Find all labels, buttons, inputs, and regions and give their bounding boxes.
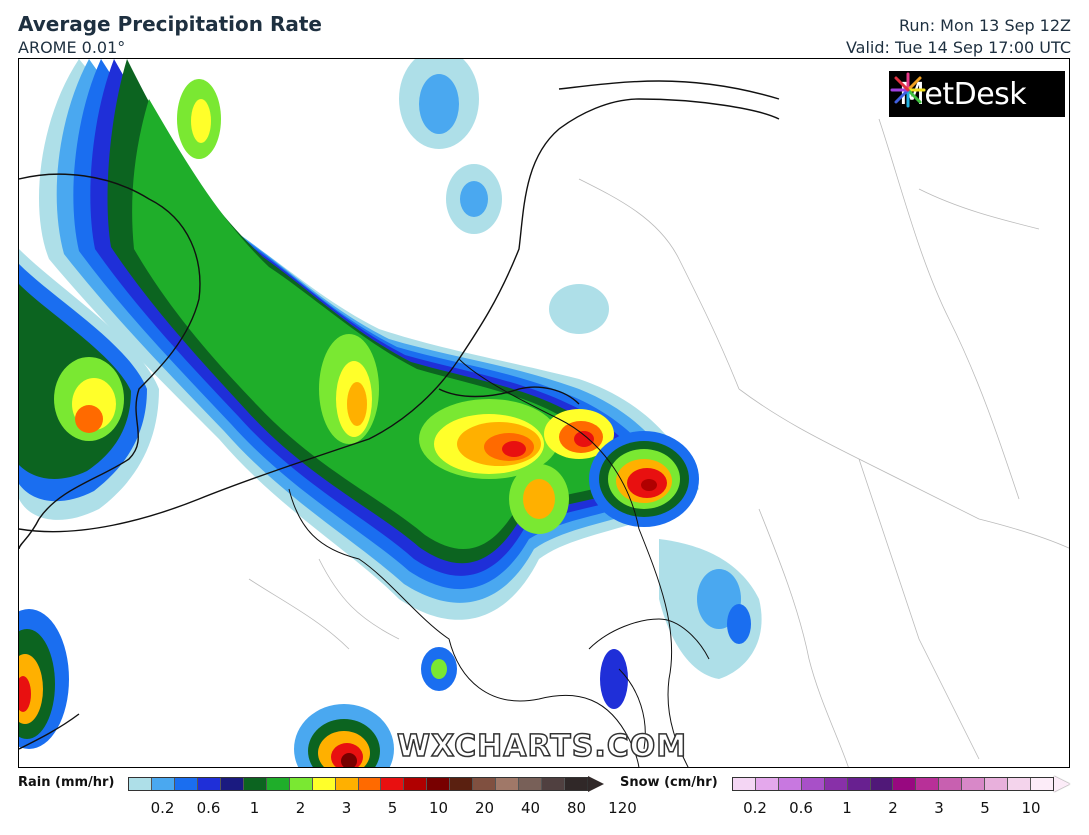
rain-swatch-19: [565, 778, 588, 790]
snow-swatch-13: [1030, 778, 1053, 790]
snow-swatch-10: [962, 778, 986, 790]
country-borders: [288, 358, 710, 767]
rain-swatch-17: [519, 778, 543, 790]
rain-light-southeast: [600, 539, 762, 709]
snow-swatch-12: [1008, 778, 1031, 790]
snow-swatch-9: [939, 778, 963, 790]
snow-tick-label: 10: [1021, 799, 1041, 817]
watermark: WXCHARTS.COM: [396, 728, 688, 765]
snow-scale-arrow: [1054, 776, 1070, 792]
precipitation-layer: [19, 59, 1069, 767]
rain-tick-label: 0.6: [196, 799, 221, 817]
rain-swatch-4: [220, 778, 244, 790]
precipitation-map[interactable]: MetDesk WXCHARTS.COM: [18, 58, 1070, 768]
rain-swatch-14: [450, 778, 474, 790]
snow-legend-label: Snow (cm/hr): [620, 775, 718, 790]
snow-swatch-1: [755, 778, 779, 790]
rain-tick-label: 5: [387, 799, 398, 817]
snow-swatch-5: [847, 778, 871, 790]
rain-swatch-8: [312, 778, 336, 790]
snow-tick-label: 0.6: [789, 799, 813, 817]
metdesk-logo: MetDesk: [889, 71, 1065, 117]
snow-swatch-7: [893, 778, 917, 790]
coastlines: [19, 80, 780, 750]
rain-light-north: [399, 59, 609, 334]
rain-band-west: [19, 249, 159, 520]
rain-swatch-16: [496, 778, 520, 790]
rain-swatch-9: [335, 778, 359, 790]
rain-tick-label: 3: [341, 799, 352, 817]
rain-tick-label: 2: [295, 799, 306, 817]
rain-tick-label: 20: [474, 799, 495, 817]
logo-text: MetDesk: [899, 76, 1027, 112]
starburst-logo-icon: [890, 72, 926, 108]
rain-tick-label: 40: [520, 799, 541, 817]
rain-swatch-11: [381, 778, 405, 790]
rain-tick-label: 120: [608, 799, 637, 817]
rain-swatch-12: [404, 778, 428, 790]
rain-scale-arrow: [588, 776, 604, 792]
rain-swatch-2: [174, 778, 198, 790]
rain-swatch-0: [129, 778, 152, 790]
snow-tick-label: 5: [980, 799, 990, 817]
rain-swatch-5: [243, 778, 267, 790]
snow-swatch-8: [916, 778, 940, 790]
rain-swatch-1: [151, 778, 175, 790]
rain-swatch-7: [289, 778, 313, 790]
snow-swatch-3: [801, 778, 825, 790]
rain-swatch-15: [473, 778, 497, 790]
rain-cell-southwest: [19, 609, 69, 749]
snow-color-scale: [732, 777, 1054, 791]
snow-swatch-11: [985, 778, 1009, 790]
rain-tick-label: 1: [249, 799, 260, 817]
model-label: AROME 0.01°: [18, 38, 126, 57]
rain-cell-east: [589, 431, 699, 527]
run-time: Run: Mon 13 Sep 12Z: [899, 16, 1071, 35]
rain-tick-label: 0.2: [150, 799, 175, 817]
snow-swatch-2: [778, 778, 802, 790]
rain-swatch-18: [542, 778, 566, 790]
snow-tick-label: 3: [934, 799, 944, 817]
rain-legend-label: Rain (mm/hr): [18, 775, 115, 790]
chart-title: Average Precipitation Rate: [18, 12, 322, 36]
snow-tick-label: 1: [842, 799, 852, 817]
rain-band-main: [39, 59, 699, 620]
rain-swatch-10: [358, 778, 382, 790]
admin-borders: [248, 118, 1069, 767]
snow-swatch-4: [824, 778, 848, 790]
rain-swatch-6: [266, 778, 290, 790]
rain-tick-label: 10: [428, 799, 449, 817]
snow-swatch-0: [733, 778, 756, 790]
rain-tick-label: 80: [566, 799, 587, 817]
rain-swatch-13: [427, 778, 451, 790]
valid-time: Valid: Tue 14 Sep 17:00 UTC: [845, 38, 1071, 57]
rain-color-scale: [128, 777, 588, 791]
snow-tick-label: 0.2: [743, 799, 767, 817]
snow-tick-label: 2: [888, 799, 898, 817]
rain-swatch-3: [197, 778, 221, 790]
snow-swatch-6: [870, 778, 894, 790]
rain-cell-south: [294, 647, 457, 767]
